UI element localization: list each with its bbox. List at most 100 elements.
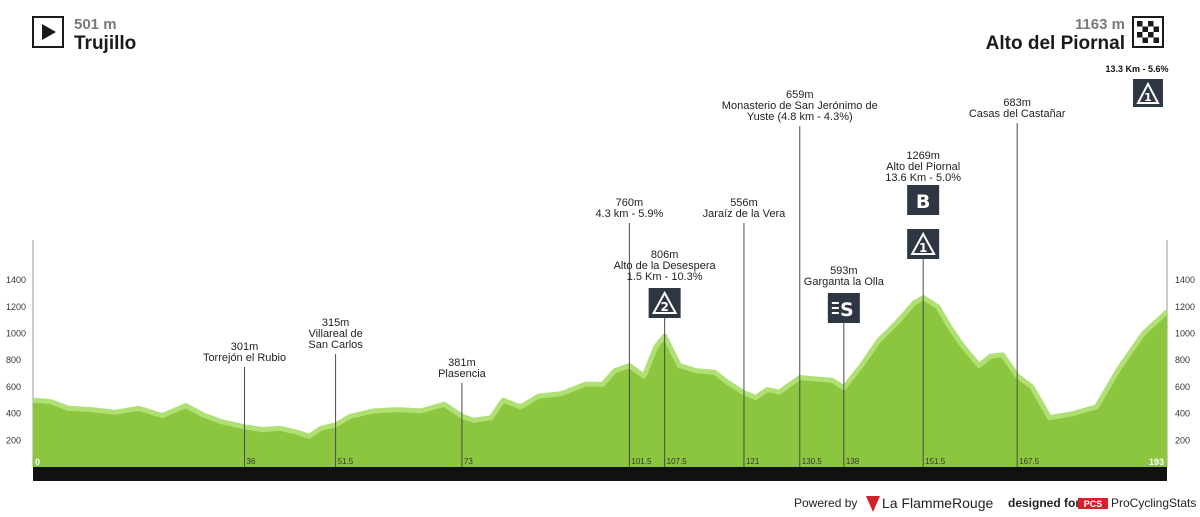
waypoint-label: Monasterio de San Jerónimo de (722, 100, 878, 112)
y-tick-label-left: 600 (6, 382, 21, 392)
finish-category-badge: 1 (1133, 79, 1163, 107)
checkered-flag-icon (1132, 16, 1164, 48)
x-tick-label: 193 (1149, 457, 1164, 467)
x-tick-label: 167.5 (1019, 457, 1040, 466)
finish-block: 1163 m Alto del Piornal 13.3 Km - 5.6% 1 (986, 16, 1169, 107)
procyclingstats-brand: ProCyclingStats (1111, 496, 1196, 510)
waypoint-label: Casas del Castañar (969, 108, 1066, 120)
start-name: Trujillo (74, 33, 136, 54)
la-flamme-rouge-brand: La FlammeRouge (882, 495, 993, 511)
sprint-letter: S (840, 299, 854, 321)
y-tick-label-right: 600 (1175, 382, 1190, 392)
distance-ticks: 0 36 51.5 73 101.5 107.5 121 130.5 138 151.5 167.5… (35, 457, 1164, 467)
flag-square (1142, 37, 1148, 43)
finish-category-number: 1 (1144, 91, 1152, 104)
flag-square (1148, 21, 1154, 27)
play-icon (42, 24, 56, 40)
y-tick-label-left: 1200 (6, 302, 26, 312)
elevation-area (33, 297, 1167, 467)
designed-for-label: designed for (1008, 496, 1080, 510)
distance-axis-bar (33, 467, 1167, 481)
waypoint-label: Villareal de (308, 328, 362, 340)
x-tick-label: 130.5 (802, 457, 823, 466)
y-tick-label-left: 1400 (6, 275, 26, 285)
waypoint-label: Yuste (4.8 km - 4.3%) (747, 111, 853, 123)
waypoint-label: 760m (616, 197, 644, 209)
waypoint-label: Torrejón el Rubio (203, 352, 286, 364)
pcs-logo-icon (1078, 498, 1108, 509)
finish-climb-note: 13.3 Km - 5.6% (1105, 64, 1168, 74)
y-tick-label-right: 1200 (1175, 302, 1195, 312)
bonus-badge: B (907, 185, 940, 215)
mountain-icon (1136, 81, 1160, 104)
category-number: 1 (919, 241, 927, 255)
sprint-badge: S (827, 293, 860, 323)
flag-square (1142, 26, 1148, 32)
flag-square (1153, 37, 1159, 43)
y-tick-label-right: 1400 (1175, 275, 1195, 285)
footer: Powered by La FlammeRouge designed for P… (794, 495, 1196, 512)
flag-square (1137, 32, 1143, 38)
y-tick-label-right: 800 (1175, 355, 1190, 365)
waypoint-label: Garganta la Olla (804, 276, 885, 288)
waypoint-label: 683m (1003, 97, 1031, 109)
y-tick-label-right: 400 (1175, 409, 1190, 419)
waypoint-label: Alto del Piornal (886, 161, 960, 173)
start-icon-frame (32, 16, 64, 48)
start-block: 501 m Trujillo (32, 16, 136, 54)
y-tick-label-left: 400 (6, 409, 21, 419)
la-flamme-rouge-logo-icon (866, 496, 880, 512)
bonus-letter: B (916, 191, 930, 213)
flag-square (1137, 21, 1143, 27)
y-tick-label-right: 200 (1175, 435, 1190, 445)
waypoint-label: Jaraíz de la Vera (703, 208, 786, 220)
waypoint-label: 593m (830, 265, 858, 277)
x-tick-label: 151.5 (925, 457, 946, 466)
pcs-logo-text: PCS (1084, 499, 1103, 509)
flag-square (1153, 26, 1159, 32)
x-tick-label: 36 (247, 457, 256, 466)
elevation-ridge (32, 295, 1169, 439)
waypoint-label: 315m (322, 317, 350, 329)
x-tick-label: 0 (35, 457, 40, 467)
start-altitude: 501 m (74, 16, 117, 33)
mountain-icon (910, 231, 936, 255)
mountain-category-badge: 2 (648, 288, 681, 318)
waypoint-label: 301m (231, 341, 259, 353)
waypoint-label: 1269m (906, 150, 940, 162)
finish-altitude: 1163 m (1075, 16, 1125, 33)
powered-by-label: Powered by (794, 496, 857, 510)
flag-square (1148, 32, 1154, 38)
y-tick-label-left: 800 (6, 355, 21, 365)
x-tick-label: 138 (846, 457, 860, 466)
badge-bg (907, 185, 940, 215)
waypoint-label: 659m (786, 89, 814, 101)
waypoint-label: 381m (448, 357, 476, 369)
x-tick-label: 51.5 (338, 457, 354, 466)
waypoint-label: 13.6 Km - 5.0% (885, 172, 961, 184)
mountain-icon (651, 290, 678, 314)
x-tick-label: 107.5 (667, 457, 688, 466)
elevation-profile (32, 295, 1169, 467)
x-tick-label: 73 (464, 457, 473, 466)
y-tick-label-left: 1000 (6, 328, 26, 338)
finish-name: Alto del Piornal (986, 33, 1125, 54)
waypoint-label: 806m (651, 249, 679, 261)
waypoint-label: San Carlos (308, 339, 363, 351)
waypoint-label: 4.3 km - 5.9% (595, 208, 663, 220)
y-tick-label-left: 200 (6, 435, 21, 445)
x-tick-label: 101.5 (631, 457, 652, 466)
waypoint-label: Alto de la Desespera (614, 260, 717, 272)
